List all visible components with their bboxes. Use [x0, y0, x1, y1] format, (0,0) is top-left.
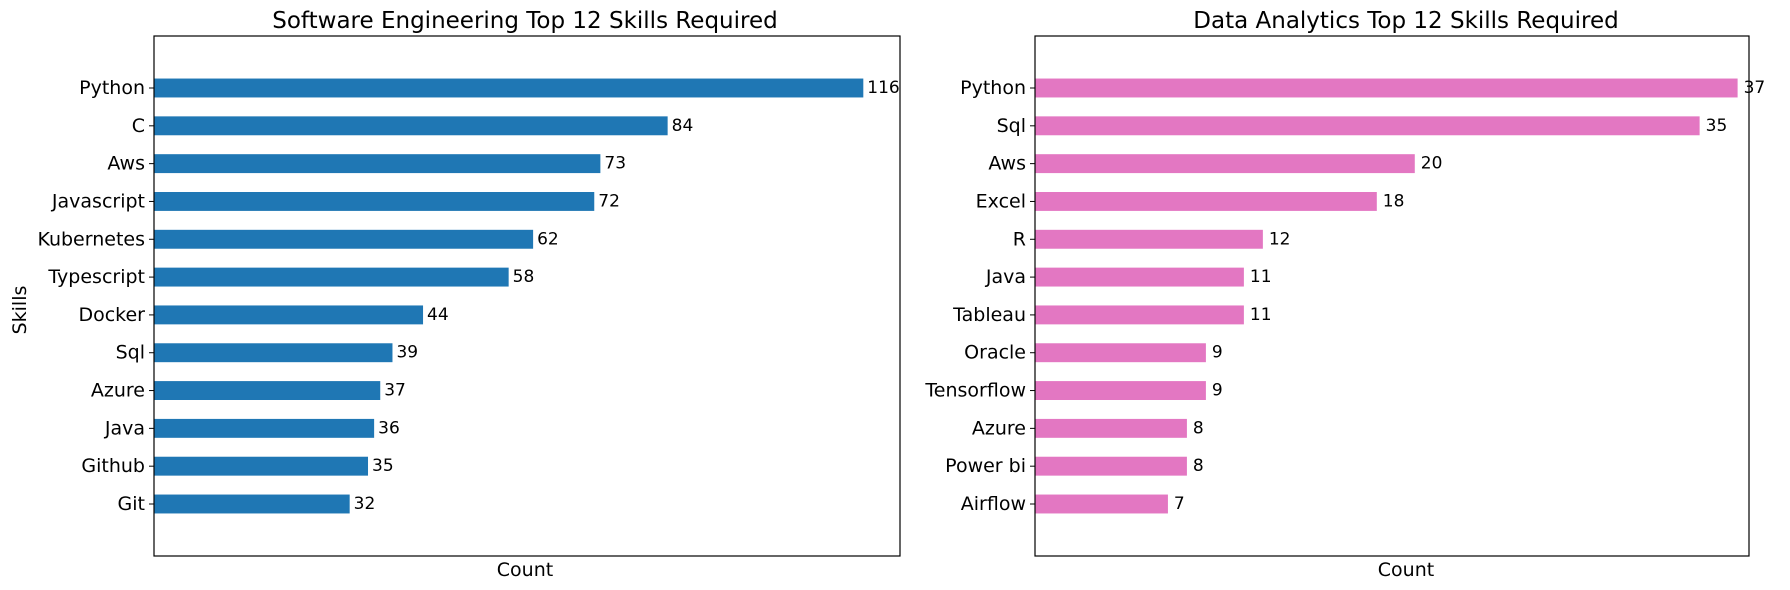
bar — [1035, 116, 1700, 136]
y-tick-label: Tableau — [952, 304, 1026, 326]
data-label: 8 — [1193, 456, 1204, 476]
x-axis-label: Count — [497, 559, 553, 581]
data-label: 35 — [372, 456, 394, 476]
y-tick-label: Python — [79, 77, 145, 99]
bar — [154, 343, 393, 363]
bar — [154, 381, 381, 400]
bar — [1035, 154, 1415, 174]
data-label: 44 — [427, 305, 449, 325]
data-label: 11 — [1250, 267, 1272, 287]
bar — [154, 154, 601, 174]
y-tick-label: Java — [985, 266, 1026, 288]
data-label: 20 — [1421, 154, 1443, 174]
y-tick-label: Github — [81, 455, 145, 477]
bar — [1035, 229, 1263, 249]
data-label: 11 — [1250, 305, 1272, 325]
bar — [1035, 494, 1168, 514]
bar — [1035, 418, 1187, 438]
bar — [1035, 305, 1244, 325]
data-label: 62 — [537, 229, 559, 249]
data-analytics-chart: Data Analytics Top 12 Skills Required Co… — [924, 8, 1765, 581]
data-label: 12 — [1269, 229, 1291, 249]
bar — [1035, 381, 1206, 400]
y-tick-labels: Python C Aws Javascript Kubernetes Typescript… — [37, 77, 154, 515]
y-tick-label: Docker — [78, 304, 145, 326]
bar — [1035, 343, 1206, 363]
y-tick-label: Git — [118, 493, 145, 515]
y-tick-label: Python — [960, 77, 1026, 99]
bar — [154, 305, 424, 325]
y-tick-label: Tensorflow — [924, 380, 1026, 402]
y-tick-label: Kubernetes — [37, 228, 145, 250]
data-label: 37 — [384, 381, 406, 401]
y-tick-label: Oracle — [964, 342, 1026, 364]
bar — [1035, 456, 1187, 476]
bar — [154, 192, 595, 211]
y-tick-label: C — [132, 115, 145, 137]
data-label: 7 — [1174, 494, 1185, 514]
y-tick-label: Javascript — [51, 190, 145, 212]
bar — [154, 229, 534, 249]
data-label: 37 — [1744, 78, 1766, 98]
y-tick-label: Aws — [988, 153, 1026, 175]
bar — [1035, 267, 1244, 287]
data-label: 73 — [604, 154, 626, 174]
data-label: 58 — [513, 267, 535, 287]
bar — [154, 418, 375, 438]
software-engineering-chart: Software Engineering Top 12 Skills Requi… — [9, 8, 901, 581]
bar — [154, 78, 864, 98]
y-tick-labels: Python Sql Aws Excel R Java Tableau Oracle Tenso… — [924, 77, 1035, 515]
data-label: 18 — [1383, 191, 1405, 211]
y-tick-label: Sql — [997, 115, 1026, 137]
data-label: 116 — [867, 78, 899, 98]
data-label: 72 — [598, 191, 620, 211]
data-label: 9 — [1212, 343, 1223, 363]
y-tick-label: Power bi — [945, 455, 1026, 477]
chart-title: Data Analytics Top 12 Skills Required — [1193, 8, 1618, 34]
data-label: 8 — [1193, 418, 1204, 438]
plot-frame — [1034, 35, 1750, 557]
bars — [154, 78, 864, 514]
bars — [1035, 78, 1738, 514]
data-label: 35 — [1706, 116, 1728, 136]
data-label: 36 — [378, 418, 400, 438]
bar — [154, 494, 350, 514]
y-tick-label: Sql — [116, 342, 145, 364]
bar — [1035, 192, 1377, 211]
bar — [154, 116, 668, 136]
data-label: 84 — [672, 116, 694, 136]
data-label: 39 — [396, 343, 418, 363]
y-tick-label: Java — [104, 417, 145, 439]
bar — [1035, 78, 1738, 98]
y-axis-label: Skills — [9, 286, 31, 335]
y-tick-label: Airflow — [961, 493, 1026, 515]
bar — [154, 456, 369, 476]
y-tick-label: Azure — [91, 380, 145, 402]
y-tick-label: R — [1013, 228, 1026, 250]
data-label: 32 — [354, 494, 376, 514]
bar — [154, 267, 509, 287]
chart-title: Software Engineering Top 12 Skills Requi… — [272, 8, 777, 34]
plot-frame — [153, 35, 901, 557]
y-tick-label: Azure — [972, 417, 1026, 439]
data-label: 9 — [1212, 381, 1223, 401]
y-tick-label: Excel — [976, 190, 1026, 212]
y-tick-label: Typescript — [47, 266, 145, 288]
x-axis-label: Count — [1378, 559, 1434, 581]
y-tick-label: Aws — [107, 153, 145, 175]
